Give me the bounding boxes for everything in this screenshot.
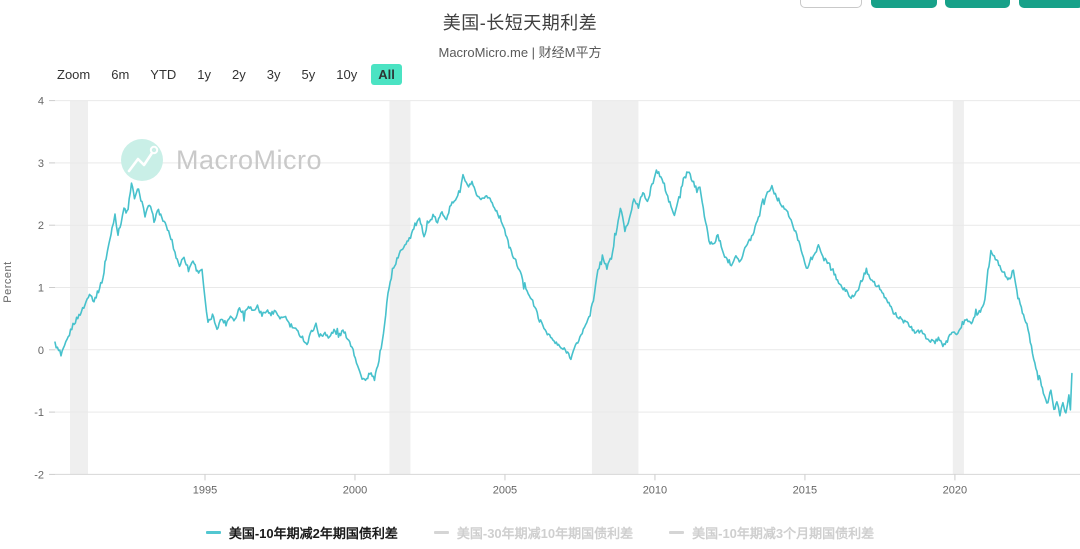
gridlines [55,100,1080,475]
toolbar-button-4[interactable] [1019,0,1080,8]
range-options: 6m YTD 1y 2y 3y 5y 10y All [104,64,409,85]
range-option-all[interactable]: All [371,64,402,85]
page-title: 美国-长短天期利差 [442,13,598,33]
watermark-logo-circle [121,139,163,181]
toolbar-button-3[interactable] [945,0,1010,8]
y-axis-title: Percent [2,261,14,303]
range-selector: Zoom 6m YTD 1y 2y 3y 5y 10y All [57,64,409,85]
legend-item-1[interactable]: 美国-10年期减2年期国债利差 [205,523,398,542]
y-tick-label: 3 [38,158,44,170]
watermark-ring-icon [149,145,159,155]
legend-dash-icon [669,531,685,534]
x-tick-label: 2010 [643,484,667,496]
range-option-3y[interactable]: 3y [266,67,281,82]
legend-item-3[interactable]: 美国-10年期减3个月期国债利差 [669,523,874,542]
y-tick-label: 2 [38,220,44,232]
page-subtitle: MacroMicro.me | 财经M平方 [438,45,602,60]
axis-labels: 4 3 2 1 0 -1 -2 1995 2000 2005 2010 2015 2020 [34,96,967,497]
toolbar-button-2[interactable] [871,0,937,8]
legend-dash-icon [205,531,221,534]
y-tick-label: 4 [38,96,44,108]
toolbar-button-1[interactable] [800,0,862,8]
y-tick-label: 1 [38,283,44,295]
legend-item-2[interactable]: 美国-30年期减10年期国债利差 [433,523,634,542]
legend-label: 美国-30年期减10年期国债利差 [456,526,634,541]
x-tick-label: 2000 [343,484,367,496]
legend-label: 美国-10年期减2年期国债利差 [228,526,398,541]
range-option-5y[interactable]: 5y [301,67,316,82]
x-tick-label: 2020 [943,484,967,496]
x-tick-label: 1995 [193,484,217,496]
x-tick-label: 2015 [793,484,817,496]
range-option-6m[interactable]: 6m [111,67,130,82]
macromicro-watermark: MacroMicro [121,139,322,181]
watermark-mountain-icon [127,151,154,173]
watermark-text: MacroMicro [176,145,322,175]
range-option-2y[interactable]: 2y [232,67,246,82]
chart-legend: 美国-10年期减2年期国债利差 美国-30年期减10年期国债利差 美国-10年期减3… [0,523,1080,542]
legend-label: 美国-10年期减3个月期国债利差 [692,526,875,541]
range-option-10y[interactable]: 10y [336,67,358,82]
x-tick-label: 2005 [493,484,517,496]
range-selector-label: Zoom [57,67,91,82]
y-tick-label: -2 [34,469,44,481]
range-option-1y[interactable]: 1y [197,67,212,82]
y-tick-label: 0 [38,345,44,357]
chart-header: 美国-长短天期利差 MacroMicro.me | 财经M平方 [0,0,1040,61]
range-option-ytd[interactable]: YTD [150,67,177,82]
y-tick-label: -1 [34,407,44,419]
series-line-10y-minus-2y [54,169,1073,417]
legend-dash-icon [433,531,449,534]
